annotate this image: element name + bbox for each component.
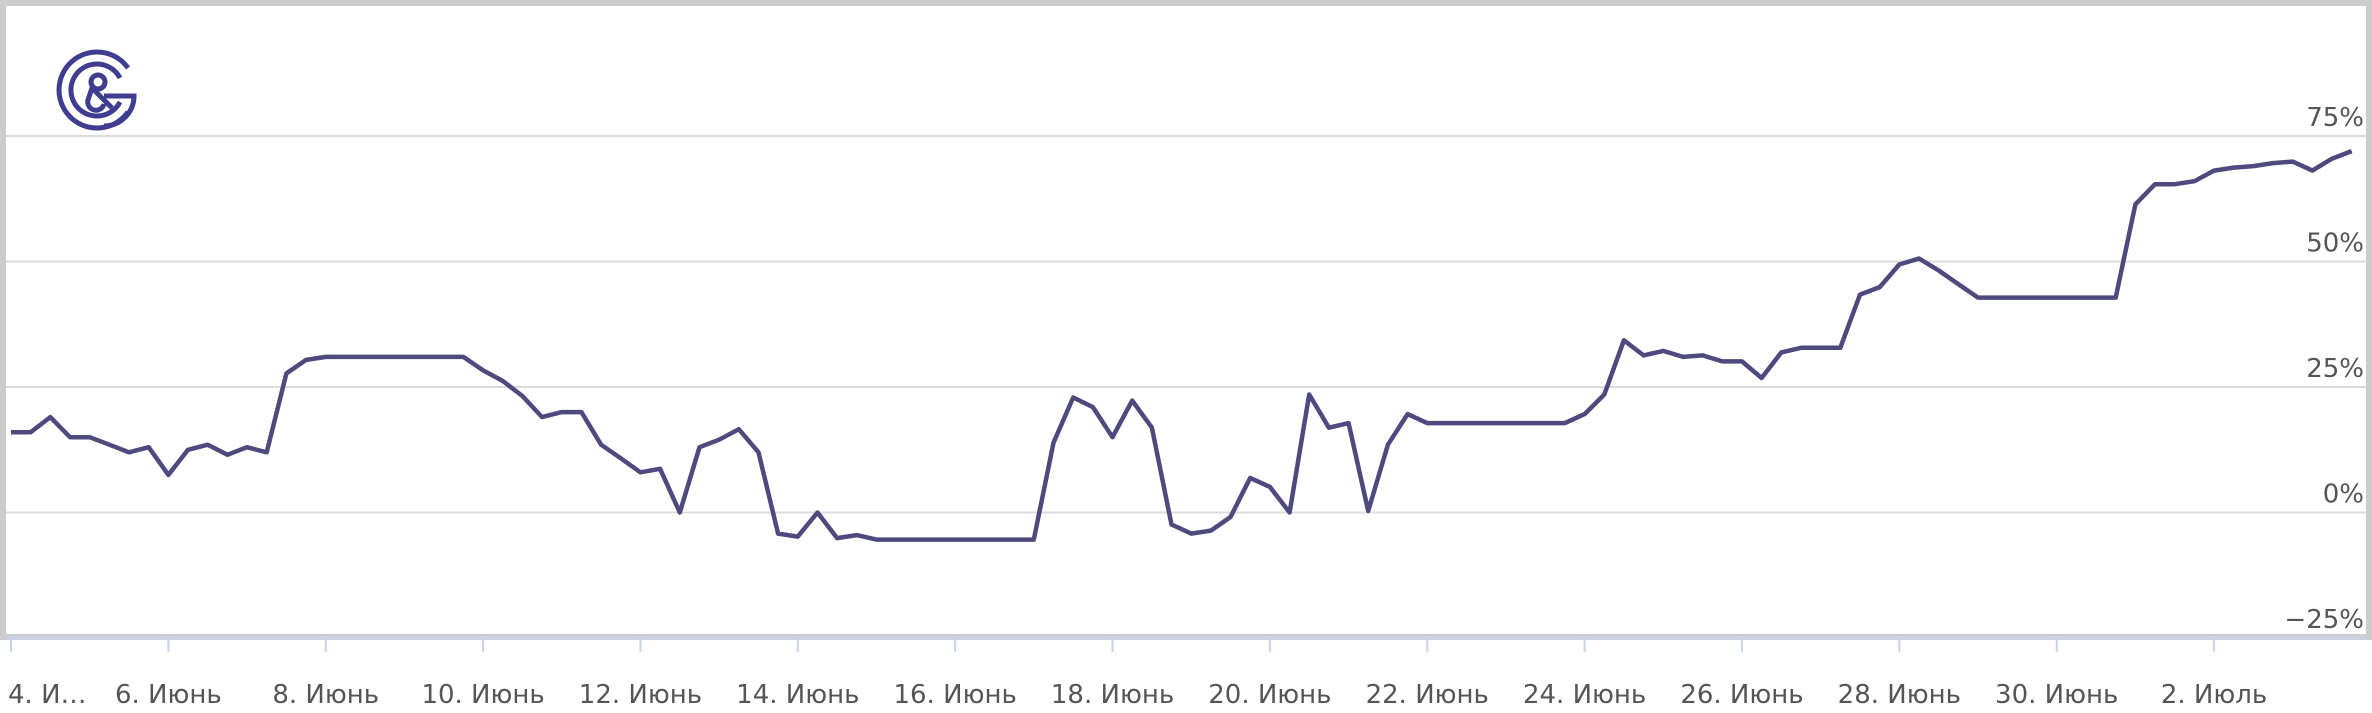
x-tick-label: 14. Июнь	[736, 680, 859, 710]
x-tick-label: 4. И…	[8, 680, 87, 710]
y-tick-label: 50%	[2306, 229, 2364, 259]
frame	[0, 0, 2372, 640]
x-tick-label: 20. Июнь	[1208, 680, 1331, 710]
x-tick-label: 8. Июнь	[272, 680, 379, 710]
x-tick-label: 6. Июнь	[115, 680, 222, 710]
x-tick-label: 22. Июнь	[1366, 680, 1489, 710]
x-tick-label: 12. Июнь	[579, 680, 702, 710]
y-tick-label: −25%	[2284, 605, 2364, 635]
x-tick-label: 24. Июнь	[1523, 680, 1646, 710]
x-tick-label: 30. Июнь	[1995, 680, 2118, 710]
x-tick-label: 18. Июнь	[1051, 680, 1174, 710]
y-tick-label: 0%	[2323, 480, 2364, 510]
logo	[56, 49, 137, 131]
line	[11, 148, 2353, 542]
x-tick-label: 10. Июнь	[421, 680, 544, 710]
y-tick-label: 25%	[2306, 354, 2364, 384]
x-tick-label: 16. Июнь	[894, 680, 1017, 710]
x-tick-label: 28. Июнь	[1838, 680, 1961, 710]
y-tick-label: 75%	[2306, 103, 2364, 133]
x-tick-label: 2. Июль	[2161, 680, 2267, 710]
x-tick-label: 26. Июнь	[1680, 680, 1803, 710]
